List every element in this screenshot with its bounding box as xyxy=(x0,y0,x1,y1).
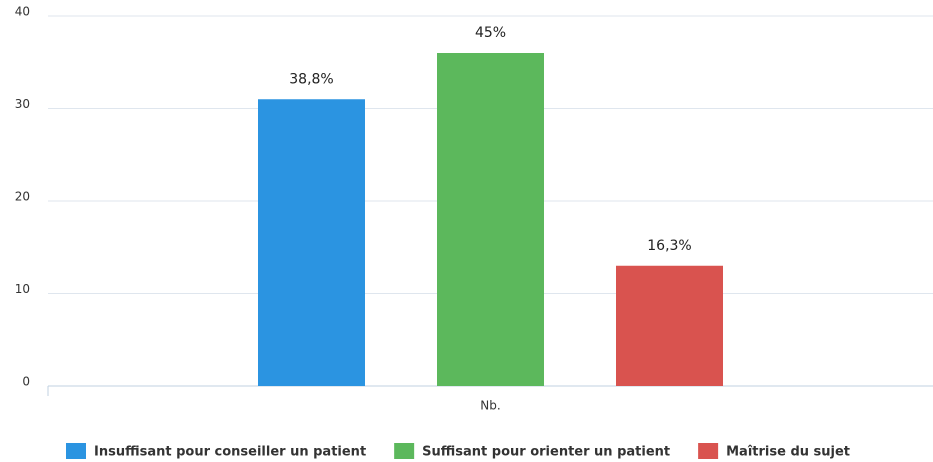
y-tick-label: 30 xyxy=(15,97,30,111)
legend-label: Insuffisant pour conseiller un patient xyxy=(94,445,366,460)
bar xyxy=(437,53,544,386)
value-label: 45% xyxy=(475,25,506,41)
legend-label: Suffisant pour orienter un patient xyxy=(422,445,670,460)
legend-swatch xyxy=(66,443,86,459)
value-label: 38,8% xyxy=(289,71,333,87)
y-tick-label: 10 xyxy=(15,282,30,296)
x-tick-label: Nb. xyxy=(480,399,500,413)
y-tick-label: 40 xyxy=(15,5,30,19)
legend-label: Maîtrise du sujet xyxy=(726,445,850,460)
y-tick-label: 0 xyxy=(22,375,30,389)
legend-swatch xyxy=(698,443,719,459)
value-label: 16,3% xyxy=(647,238,691,254)
legend-swatch xyxy=(394,443,415,459)
y-tick-label: 20 xyxy=(15,190,30,204)
bar xyxy=(616,265,723,386)
bar xyxy=(258,99,365,386)
